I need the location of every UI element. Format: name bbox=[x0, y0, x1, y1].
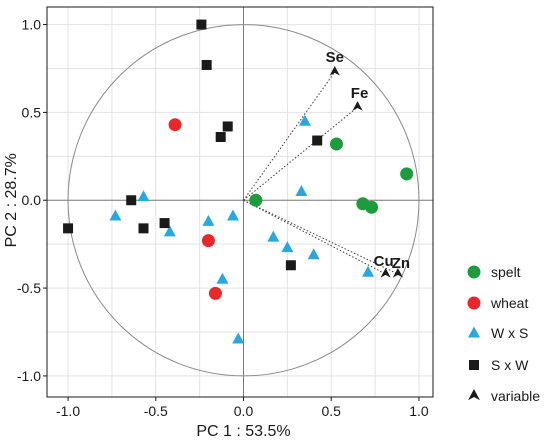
point-w-x-s bbox=[298, 114, 311, 126]
legend-marker-wheat bbox=[467, 296, 481, 310]
point-w-x-s bbox=[362, 265, 375, 277]
legend-label-w-x-s: W x S bbox=[491, 325, 528, 341]
point-spelt bbox=[400, 167, 414, 181]
point-w-x-s bbox=[281, 241, 294, 253]
variable-label-cu: Cu bbox=[374, 253, 394, 270]
unit-circle bbox=[67, 24, 420, 377]
point-wheat bbox=[208, 286, 222, 300]
legend-label-variable: variable bbox=[491, 388, 540, 404]
legend-marker-spelt bbox=[467, 265, 481, 279]
point-s-x-w bbox=[222, 121, 233, 132]
point-w-x-s bbox=[202, 214, 215, 226]
point-w-x-s bbox=[232, 332, 245, 344]
variable-label-se: Se bbox=[326, 49, 344, 66]
tick-labels: -1.0 -0.5 0.0 0.5 1.0 1.0 0.5 0.0 -0.5 -1.0 bbox=[17, 17, 429, 419]
point-w-x-s bbox=[295, 184, 308, 196]
point-s-x-w bbox=[196, 19, 207, 30]
y-tick-label: 1.0 bbox=[22, 17, 42, 33]
point-s-x-w bbox=[312, 135, 323, 146]
variable-vector-zn bbox=[243, 199, 399, 275]
point-s-x-w bbox=[126, 195, 137, 206]
variable-vector-fe bbox=[243, 106, 358, 201]
point-wheat bbox=[201, 234, 215, 248]
legend-label-wheat: wheat bbox=[490, 295, 528, 311]
point-w-x-s bbox=[163, 225, 176, 237]
point-s-x-w bbox=[215, 132, 226, 142]
x-tick-label: 0.5 bbox=[322, 403, 342, 419]
point-w-x-s bbox=[226, 209, 239, 221]
point-w-x-s bbox=[216, 272, 229, 284]
legend-marker-s-x-w bbox=[469, 360, 479, 370]
x-tick-label: 1.0 bbox=[409, 403, 429, 419]
variable-marker-se bbox=[329, 66, 340, 76]
point-s-x-w bbox=[285, 260, 296, 271]
point-w-x-s bbox=[109, 209, 122, 221]
point-s-x-w bbox=[63, 223, 74, 234]
y-tick-label: 0.5 bbox=[22, 104, 42, 120]
plot-frame bbox=[46, 6, 434, 398]
point-spelt bbox=[330, 137, 343, 151]
variable-marker-fe bbox=[352, 101, 363, 111]
data-points bbox=[63, 19, 414, 344]
variable-vector-cu bbox=[243, 199, 386, 275]
point-w-x-s bbox=[267, 230, 280, 242]
point-s-x-w bbox=[201, 59, 212, 70]
variable-label-fe: Fe bbox=[351, 85, 369, 102]
variable-label-zn: Zn bbox=[392, 255, 410, 272]
variable-marker-cu bbox=[380, 268, 391, 278]
legend-label-spelt: spelt bbox=[491, 264, 521, 280]
point-s-x-w bbox=[159, 218, 170, 229]
y-tick-label: -0.5 bbox=[17, 280, 41, 296]
x-tick-label: 0.0 bbox=[234, 403, 254, 419]
point-wheat bbox=[168, 118, 182, 132]
zero-axes bbox=[47, 7, 433, 397]
unit-circle-group bbox=[67, 24, 420, 377]
legend-marker-w-x-s bbox=[468, 326, 480, 338]
y-tick-label: -1.0 bbox=[17, 368, 41, 384]
legend-marker-variable bbox=[468, 389, 480, 401]
point-w-x-s bbox=[137, 190, 150, 202]
legend-label-s-x-w: S x W bbox=[491, 357, 529, 373]
legend: spelt wheat W x S S x W variable bbox=[467, 264, 540, 404]
point-spelt bbox=[365, 200, 379, 214]
point-spelt bbox=[249, 193, 263, 207]
point-w-x-s bbox=[307, 248, 320, 260]
x-tick-label: -1.0 bbox=[56, 403, 80, 419]
variable-marker-zn bbox=[392, 268, 404, 278]
point-s-x-w bbox=[138, 223, 149, 234]
x-axis-label: PC 1 : 53.5% bbox=[196, 423, 290, 440]
y-tick-label: 0.0 bbox=[22, 192, 42, 208]
y-axis-label: PC 2 : 28.7% bbox=[3, 153, 20, 247]
x-tick-label: -0.5 bbox=[144, 403, 168, 419]
